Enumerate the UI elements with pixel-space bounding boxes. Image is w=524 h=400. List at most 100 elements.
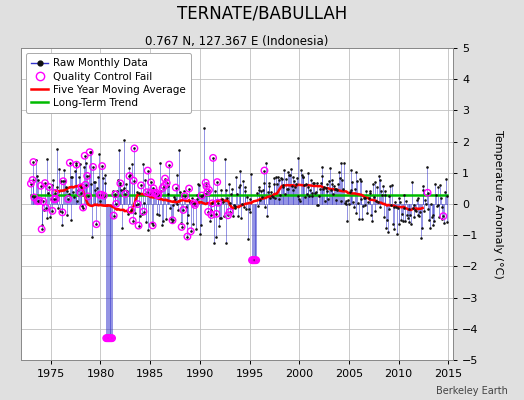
Point (54, 204, 62, 211)
Point (204, 209, 212, 215)
Point (443, 193, 452, 200)
Point (245, 196, 254, 202)
Point (380, 192, 389, 198)
Point (208, 212, 216, 218)
Point (37, 182, 45, 189)
Point (298, 172, 306, 178)
Point (247, 171, 255, 177)
Point (400, 192, 409, 198)
Point (271, 194, 279, 201)
Point (383, 217, 391, 224)
Point (248, 257, 256, 263)
Point (257, 188, 265, 194)
Point (267, 189, 275, 196)
Point (182, 220, 191, 226)
Point (62, 188, 71, 194)
Point (215, 222, 223, 229)
Point (266, 195, 275, 201)
Point (415, 212, 423, 219)
Point (190, 200, 198, 206)
Point (118, 187, 127, 193)
Point (133, 188, 141, 195)
Point (285, 172, 293, 178)
Point (332, 197, 341, 203)
Point (335, 168, 343, 175)
Point (168, 217, 177, 224)
Point (304, 184, 312, 190)
Point (143, 189, 151, 196)
Point (51, 190, 59, 196)
Point (225, 209, 234, 215)
Point (97, 192, 105, 198)
Point (205, 187, 213, 193)
Point (81, 152, 89, 159)
Point (275, 176, 283, 183)
Point (422, 200, 430, 207)
Point (299, 174, 308, 180)
Point (316, 180, 325, 186)
Point (65, 190, 73, 197)
Point (249, 257, 257, 263)
Point (369, 181, 377, 188)
Point (84, 193, 92, 200)
Point (162, 180, 171, 186)
Point (359, 203, 367, 209)
Point (160, 183, 168, 189)
Point (294, 155, 302, 161)
Point (116, 180, 125, 186)
Point (245, 206, 253, 213)
Point (319, 186, 328, 192)
Point (370, 208, 379, 215)
Point (111, 191, 119, 198)
Point (72, 162, 81, 168)
Point (114, 176, 122, 183)
Point (60, 167, 68, 173)
Point (249, 257, 257, 263)
Point (146, 190, 155, 196)
Point (402, 212, 411, 218)
Point (161, 175, 169, 182)
Point (191, 226, 200, 232)
Point (291, 184, 299, 190)
Point (408, 179, 416, 186)
Point (105, 335, 113, 341)
Point (423, 190, 432, 196)
Point (166, 205, 174, 212)
Point (125, 173, 134, 179)
Point (313, 202, 322, 208)
Point (156, 160, 165, 166)
Point (28, 193, 36, 200)
Point (147, 179, 155, 186)
Point (438, 216, 446, 222)
Point (167, 216, 175, 222)
Point (81, 182, 90, 188)
Point (275, 196, 283, 202)
Point (222, 240, 231, 246)
Point (268, 193, 276, 199)
Point (157, 188, 165, 195)
Point (103, 335, 111, 341)
Point (326, 165, 334, 172)
Point (292, 174, 301, 181)
Point (171, 196, 179, 202)
Point (366, 188, 375, 194)
Point (416, 208, 424, 215)
Point (278, 184, 287, 191)
Point (232, 173, 241, 180)
Point (265, 179, 273, 186)
Point (36, 197, 44, 204)
Point (256, 197, 265, 204)
Point (249, 257, 258, 263)
Point (367, 212, 376, 219)
Point (204, 209, 212, 215)
Point (438, 204, 446, 210)
Point (32, 173, 41, 180)
Point (315, 193, 323, 199)
Point (163, 191, 172, 198)
Point (162, 180, 171, 186)
Point (441, 189, 449, 195)
Point (362, 188, 370, 194)
Point (218, 196, 226, 202)
Point (97, 192, 105, 198)
Point (211, 234, 220, 240)
